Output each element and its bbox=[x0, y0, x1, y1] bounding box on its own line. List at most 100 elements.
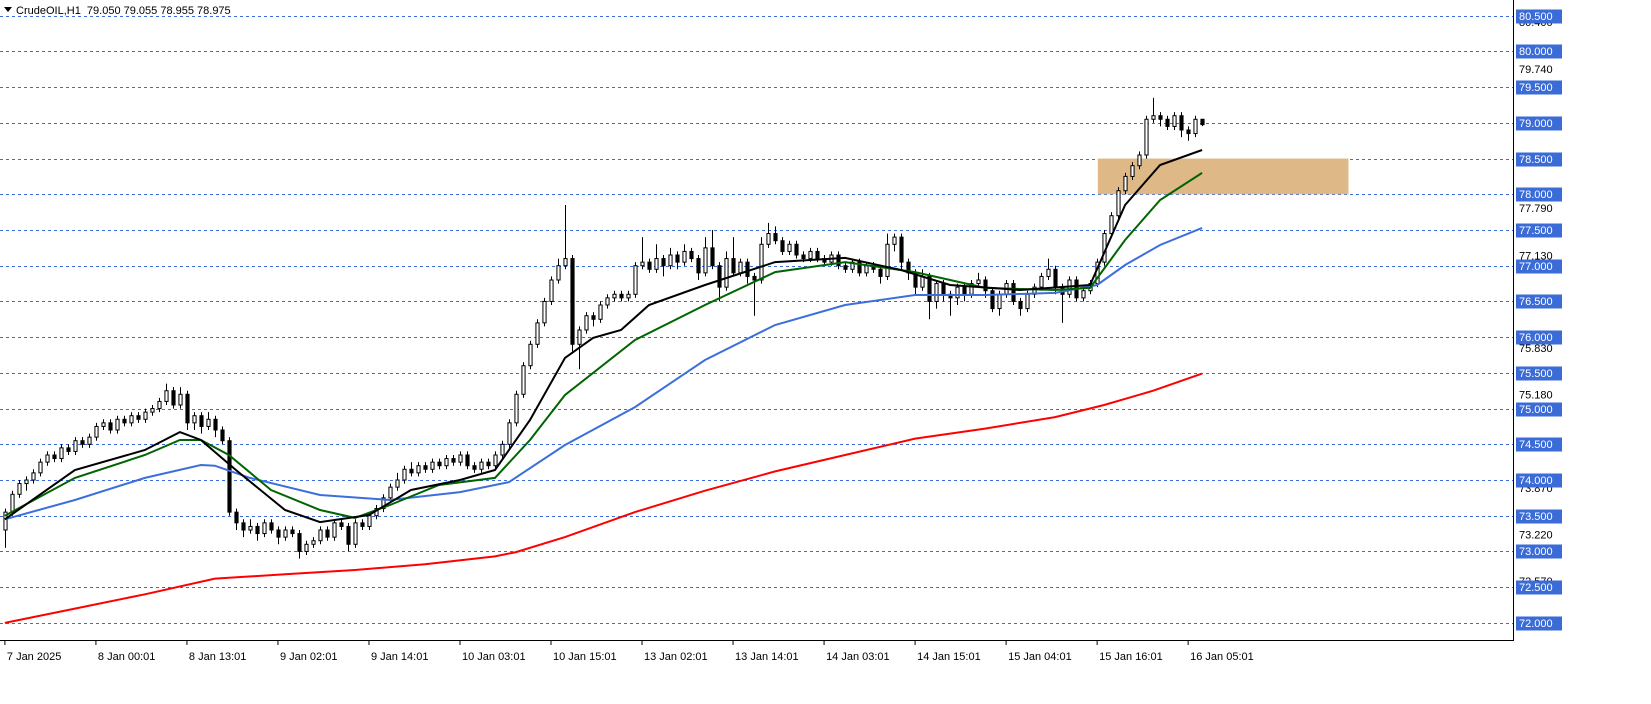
candle-body bbox=[402, 468, 407, 481]
candle-body bbox=[150, 408, 155, 413]
candle-body bbox=[990, 290, 995, 310]
candle-body bbox=[808, 250, 813, 260]
candle-body bbox=[255, 525, 260, 535]
candle-body bbox=[234, 511, 239, 524]
x-tick-label: 14 Jan 03:01 bbox=[826, 651, 890, 663]
candle-body bbox=[339, 522, 344, 527]
candle-body bbox=[1186, 129, 1191, 135]
candle-body bbox=[703, 247, 708, 274]
candle-body bbox=[1179, 115, 1184, 131]
candle-body bbox=[717, 265, 722, 288]
candle-body bbox=[129, 415, 134, 424]
candle-body bbox=[570, 258, 575, 345]
candle-body bbox=[1130, 165, 1135, 177]
level-label-box bbox=[1516, 580, 1562, 595]
x-tick-label: 9 Jan 14:01 bbox=[371, 651, 429, 663]
candle-body bbox=[927, 275, 932, 302]
level-label-box bbox=[1516, 116, 1562, 131]
level-label: 80.500 bbox=[1519, 11, 1553, 23]
candle-body bbox=[24, 479, 29, 485]
candle-body bbox=[864, 265, 869, 274]
candle-body bbox=[227, 440, 232, 513]
candle-body bbox=[108, 422, 113, 431]
candle-body bbox=[45, 454, 50, 463]
x-tick-label: 15 Jan 16:01 bbox=[1099, 651, 1163, 663]
level-label-box bbox=[1516, 9, 1562, 24]
level-label: 80.000 bbox=[1519, 46, 1553, 58]
candle-body bbox=[269, 522, 274, 531]
candle-body bbox=[31, 472, 36, 481]
candle-body bbox=[1018, 300, 1023, 310]
candle-body bbox=[122, 418, 127, 424]
candle-body bbox=[136, 415, 141, 420]
level-label-box bbox=[1516, 187, 1562, 202]
candle-body bbox=[423, 465, 428, 470]
candle-body bbox=[521, 365, 526, 395]
candle-body bbox=[619, 293, 624, 299]
candle-body bbox=[892, 236, 897, 245]
candle-body bbox=[472, 465, 477, 470]
candle-body bbox=[311, 540, 316, 545]
candle-body bbox=[318, 529, 323, 542]
candle-body bbox=[535, 322, 540, 345]
y-tick-label: 77.130 bbox=[1519, 250, 1553, 262]
candle-body bbox=[605, 297, 610, 306]
candle-body bbox=[164, 390, 169, 402]
candle-body bbox=[584, 315, 589, 331]
candle-body bbox=[507, 422, 512, 445]
level-label-box bbox=[1516, 366, 1562, 381]
candle-body bbox=[1172, 115, 1177, 127]
level-label-box bbox=[1516, 437, 1562, 452]
candle-body bbox=[787, 243, 792, 252]
candle-body bbox=[885, 243, 890, 277]
candle-body bbox=[17, 483, 22, 495]
candle-body bbox=[731, 258, 736, 274]
candle-body bbox=[143, 411, 148, 420]
candle-body bbox=[1053, 268, 1058, 288]
candle-body bbox=[1137, 154, 1142, 167]
level-label: 75.000 bbox=[1519, 404, 1553, 416]
candle-body bbox=[248, 525, 253, 531]
candle-body bbox=[696, 258, 701, 274]
candle-body bbox=[451, 458, 456, 463]
candle-body bbox=[745, 261, 750, 277]
candle-body bbox=[1144, 118, 1149, 156]
level-label-box bbox=[1516, 44, 1562, 59]
candle-body bbox=[38, 461, 43, 474]
level-label-box bbox=[1516, 509, 1562, 524]
candle-body bbox=[325, 529, 330, 538]
candle-body bbox=[346, 525, 351, 545]
candle-body bbox=[640, 261, 645, 267]
level-label-box bbox=[1516, 259, 1562, 274]
candle-body bbox=[115, 418, 120, 431]
chart-title: CrudeOIL,H1 79.050 79.055 78.955 78.975 bbox=[16, 5, 231, 17]
candle-body bbox=[283, 529, 288, 538]
candle-body bbox=[206, 418, 211, 427]
x-tick-label: 10 Jan 03:01 bbox=[462, 651, 526, 663]
candle-body bbox=[528, 343, 533, 367]
candle-body bbox=[675, 254, 680, 263]
candle-body bbox=[444, 458, 449, 467]
candle-body bbox=[66, 447, 71, 452]
candle-body bbox=[724, 258, 729, 288]
candle-body bbox=[220, 429, 225, 442]
level-label: 73.500 bbox=[1519, 511, 1553, 523]
candle-body bbox=[920, 275, 925, 288]
candle-body bbox=[430, 461, 435, 470]
x-tick-label: 8 Jan 13:01 bbox=[189, 651, 247, 663]
candle-body bbox=[752, 275, 757, 281]
candle-body bbox=[766, 233, 771, 245]
candle-body bbox=[241, 522, 246, 531]
menu-triangle[interactable] bbox=[4, 7, 12, 12]
x-tick-label: 13 Jan 14:01 bbox=[735, 651, 799, 663]
candle-body bbox=[976, 279, 981, 285]
level-label: 76.500 bbox=[1519, 296, 1553, 308]
candle-body bbox=[514, 393, 519, 424]
candle-body bbox=[59, 447, 64, 460]
candle-body bbox=[479, 461, 484, 470]
candle-body bbox=[1109, 215, 1114, 235]
candle-body bbox=[409, 468, 414, 474]
candle-body bbox=[934, 283, 939, 302]
candle-body bbox=[276, 529, 281, 538]
y-tick-label: 73.220 bbox=[1519, 530, 1553, 542]
